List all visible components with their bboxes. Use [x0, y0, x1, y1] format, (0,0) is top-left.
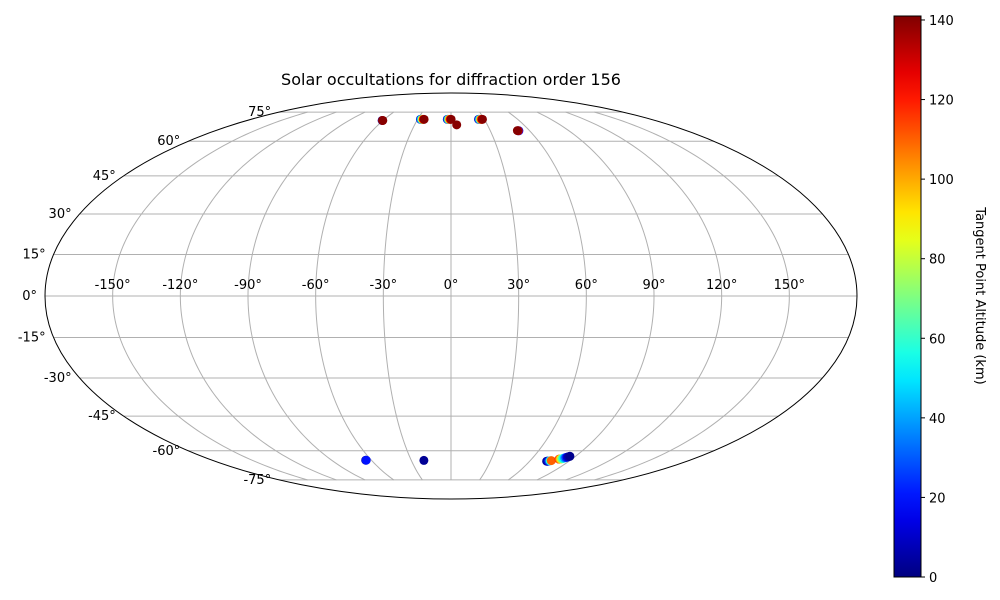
latitude-tick-label: -60° — [153, 444, 181, 459]
colorbar-tick-label: 140 — [929, 14, 954, 29]
occultation-point — [446, 114, 456, 124]
longitude-gridline — [179, 111, 337, 481]
latitude-tick-label: -75° — [243, 473, 271, 488]
latitude-tick-label: 75° — [248, 105, 271, 120]
longitude-tick-label: 150° — [774, 278, 805, 293]
occultation-point — [378, 115, 388, 125]
latitude-tick-labels: 75° 60° 45° 30° 15° 0° -15° -30° -45° -60° -75° — [18, 105, 271, 488]
longitude-tick-label: 120° — [706, 278, 737, 293]
colorbar-tick-label: 40 — [929, 412, 946, 427]
longitude-gridline — [112, 111, 308, 481]
colorbar-tick-label: 0 — [929, 571, 937, 586]
colorbar-label: Tangent Point Altitude (km) — [972, 206, 987, 384]
longitude-gridline — [536, 111, 655, 481]
occultation-point — [512, 126, 522, 136]
longitude-gridline — [507, 111, 587, 481]
latitude-tick-label: 30° — [49, 207, 72, 222]
latitude-tick-label: 60° — [157, 134, 180, 149]
longitude-tick-label: 60° — [575, 278, 598, 293]
longitude-tick-label: -60° — [302, 278, 330, 293]
occultation-point — [452, 120, 462, 130]
longitude-tick-label: -30° — [369, 278, 397, 293]
longitude-gridline — [594, 111, 790, 481]
longitude-gridline — [247, 111, 366, 481]
longitude-gridline — [382, 111, 423, 481]
graticule-grid — [45, 111, 857, 481]
longitude-tick-label: 30° — [507, 278, 530, 293]
occultation-points — [361, 114, 575, 466]
longitude-tick-label: 0° — [444, 278, 459, 293]
colorbar — [893, 15, 922, 578]
occultation-point — [361, 455, 371, 465]
occultation-point — [546, 456, 556, 466]
colorbar-tick-label: 100 — [929, 173, 954, 188]
longitude-gridline — [565, 111, 723, 481]
colorbar-tick-label: 120 — [929, 94, 954, 109]
colorbar-tick-label: 60 — [929, 332, 946, 347]
colorbar-tick-label: 20 — [929, 491, 946, 506]
longitude-tick-labels: -150° -120° -90° -60° -30° 0° 30° 60° 90° 120° 150… — [95, 278, 805, 293]
longitude-gridline — [315, 111, 395, 481]
longitude-tick-label: 90° — [642, 278, 665, 293]
colorbar-tick-labels: 0 20 40 60 80 100 120 140 — [921, 14, 954, 586]
latitude-tick-label: 45° — [93, 169, 116, 184]
occultation-point — [419, 455, 429, 465]
latitude-tick-label: -30° — [44, 371, 72, 386]
chart-title: Solar occultations for diffraction order… — [281, 70, 621, 89]
latitude-tick-label: -45° — [88, 409, 116, 424]
occultation-point — [477, 114, 487, 124]
map-boundary-ellipse — [44, 92, 858, 500]
longitude-tick-label: -90° — [234, 278, 262, 293]
latitude-tick-label: -15° — [18, 331, 46, 346]
occultation-point — [565, 451, 575, 461]
longitude-tick-label: -150° — [95, 278, 131, 293]
latitude-tick-label: 0° — [22, 289, 37, 304]
occultation-point — [419, 114, 429, 124]
longitude-gridline — [479, 111, 520, 481]
colorbar-tick-label: 80 — [929, 253, 946, 268]
latitude-tick-label: 15° — [23, 247, 46, 262]
longitude-tick-label: -120° — [162, 278, 198, 293]
